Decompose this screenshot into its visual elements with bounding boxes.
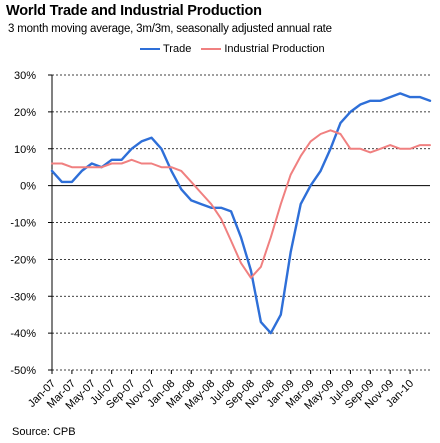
- y-tick-label: 20%: [14, 107, 36, 119]
- legend-swatch-industrial-production: [201, 48, 222, 50]
- source-note: Source: CPB: [12, 426, 76, 438]
- series-line-industrial-production: [51, 129, 431, 279]
- legend-item-trade: Trade: [140, 43, 191, 55]
- legend-label-industrial-production: Industrial Production: [224, 43, 325, 55]
- y-tick-label: 10%: [14, 144, 36, 156]
- y-tick-label: -40%: [10, 328, 36, 340]
- y-tick-label: -10%: [10, 218, 36, 230]
- series-line-trade: [50, 92, 432, 335]
- y-tick-label: 0%: [20, 181, 36, 193]
- y-tick-label: -50%: [10, 365, 36, 377]
- chart-subtitle: 3 month moving average, 3m/3m, seasonall…: [8, 23, 332, 35]
- legend-item-industrial-production: Industrial Production: [201, 43, 325, 55]
- y-tick-label: -20%: [10, 254, 36, 266]
- chart-legend: Trade Industrial Production: [140, 43, 331, 55]
- y-tick-label: -30%: [10, 291, 36, 303]
- y-tick-label: 30%: [14, 70, 36, 82]
- chart-title: World Trade and Industrial Production: [6, 3, 262, 19]
- legend-label-trade: Trade: [163, 43, 192, 55]
- legend-swatch-trade: [140, 48, 160, 50]
